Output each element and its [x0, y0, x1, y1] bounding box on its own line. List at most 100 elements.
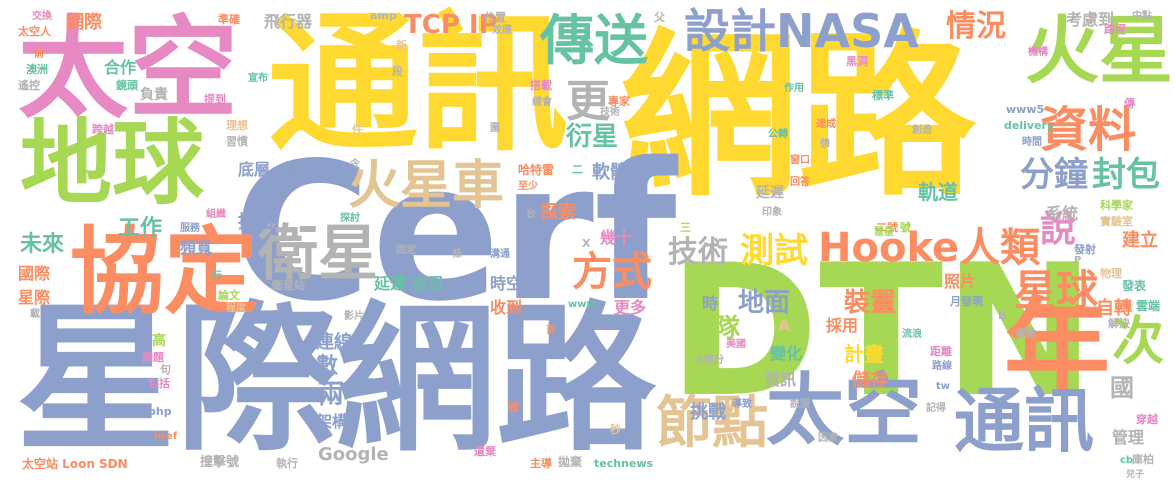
word-jishu-small: 技術 [600, 107, 620, 118]
word-dacheng: 達成 [816, 119, 836, 130]
word-jian: 件 [352, 123, 363, 136]
word-fuze: 負責 [140, 87, 168, 103]
word-tiao: 條 [452, 249, 462, 260]
word-jishu: 技術 [668, 235, 728, 270]
word-zhunque: 準確 [218, 13, 240, 26]
word-jihua: 計畫 [844, 342, 884, 366]
word-tongxun-big: 通訊 [268, 0, 569, 172]
word-tw: tw [936, 381, 951, 392]
word-shikong: 時空 [490, 274, 523, 293]
word-yingpian: 影片 [344, 311, 364, 322]
word-fangshi: 方式 [572, 249, 652, 295]
word-taikong-pink: 太空 [18, 5, 238, 133]
word-yinsu: 因素 [818, 433, 838, 444]
word-duan: 段 [392, 65, 403, 78]
word-xingji-small: 星際 [18, 288, 51, 307]
word-tu: 圖 [490, 123, 500, 134]
word-dazai: 搭載 [530, 79, 552, 92]
word-renlei: 人類 [960, 225, 1040, 271]
word-gengduo: 更多 [614, 298, 647, 317]
word-ling: 令 [350, 159, 360, 170]
word-xuanbu: 宣布 [248, 73, 268, 84]
word-baokuo: 包括 [148, 377, 170, 390]
word-taikongzhan-loon-sdn: 太空站 Loon SDN [22, 457, 128, 471]
word-hezuo: 合作 [104, 58, 137, 77]
word-taikongren: 太空人 [18, 25, 51, 38]
word-www: www [568, 299, 596, 310]
word-zuzhi: 組織 [206, 209, 226, 220]
word-pinkuan: 頻寬 [180, 238, 213, 257]
word-lixiang: 理想 [226, 119, 248, 132]
word-fenzhong: 分鐘 [1020, 155, 1088, 195]
word-sheji-nasa: 設計NASA [684, 4, 919, 58]
word-hooke: Hooke [818, 225, 960, 271]
word-biaozhun: 標準 [872, 89, 894, 102]
word-jiannan: 艱難 [1016, 329, 1036, 340]
word-google: Google [318, 444, 389, 465]
word-zai: 載 [30, 309, 40, 320]
word-zhishao: 至少 [518, 181, 538, 192]
word-kuayue: 跨越 [92, 123, 114, 136]
word-kaolvdao: 考慮到 [1066, 10, 1115, 29]
word-erzi: 兒子 [1126, 470, 1145, 480]
word-shoudao: 收到 [490, 298, 523, 317]
word-guo: 國 [1110, 374, 1134, 402]
word-daozhi: 導致 [732, 399, 752, 410]
word-ziliao: 資料 [1040, 102, 1137, 158]
word-fuwu: 服務 [180, 223, 200, 234]
word-dimian: 地面 [738, 288, 791, 318]
word-qingkuang: 情況 [946, 9, 1006, 44]
word-xieding-orange: 協定 [70, 218, 259, 327]
word-jiedian: 節點 [656, 391, 768, 456]
word-shiyanshi: 實驗室 [1100, 215, 1133, 228]
word-fashe: 發射 [1074, 243, 1096, 256]
word-tiaozhan: 挑戰 [690, 402, 726, 423]
word-zixun: 資訊 [764, 370, 797, 389]
word-jiejue: 解決 [1108, 317, 1130, 330]
word-tichu: 提出 [238, 212, 274, 233]
word-jide: 記得 [926, 403, 946, 414]
word-geng: 更 [566, 76, 610, 127]
word-diceng: 底層 [238, 160, 271, 179]
word-cerf: Cerf [232, 122, 677, 343]
word-chuanhui: 傳回 [872, 299, 894, 312]
word-chuan: 傳 [1124, 97, 1135, 110]
word-yaokong: 遙控 [18, 79, 40, 92]
word-weilai: 未來 [20, 232, 65, 257]
word-jiaohuan: 交換 [32, 11, 52, 22]
word-miao: 秒 [610, 423, 621, 436]
word-aozhou: 澳洲 [26, 63, 48, 76]
word-erhao: 二號 [876, 221, 898, 234]
word-zuoyong: 作用 [784, 83, 804, 94]
word-fengbao: 封包 [1092, 155, 1160, 195]
word-shu: 數 [316, 354, 339, 379]
word-zhixing: 執行 [276, 457, 298, 470]
word-yiqi: 遺棄 [474, 445, 496, 458]
word-gongzuo: 工作 [118, 216, 163, 241]
word-zhudao: 主導 [530, 457, 552, 470]
word-weizhi: 位置 [484, 11, 506, 24]
word-fabiao: 發表 [1122, 279, 1147, 293]
word-chucun: 儲存 [852, 370, 888, 391]
word-chuanyue: 穿越 [1136, 413, 1158, 426]
word-nian: 年 [1004, 287, 1110, 410]
word-kexue: 科學 [354, 379, 374, 390]
word-hateleei: 哈特雷 [518, 163, 555, 177]
word-dtn: DTN [668, 225, 1096, 437]
word-shou: 首 [546, 325, 556, 336]
word-b: B [998, 309, 1007, 322]
word-tuandui: 團隊 [688, 314, 741, 344]
word-hao: 號 [900, 221, 911, 234]
word-shijian: 時間 [1022, 137, 1042, 148]
word-juli: 距離 [930, 345, 952, 358]
word-liang: 兩 [318, 380, 345, 410]
word-yuefaxian: 月發現 [950, 295, 983, 308]
word-tidao: 提到 [204, 93, 226, 106]
word-zhuangzhi: 裝置 [844, 288, 897, 318]
word-href: href [154, 431, 178, 442]
word-weixing: 衛星 [258, 219, 378, 289]
word-luxian: 路線 [932, 361, 952, 372]
word-chengdu: 程度 [226, 303, 246, 314]
word-delivery: delivery [1004, 119, 1055, 132]
word-heidong: 黑洞 [846, 55, 868, 68]
